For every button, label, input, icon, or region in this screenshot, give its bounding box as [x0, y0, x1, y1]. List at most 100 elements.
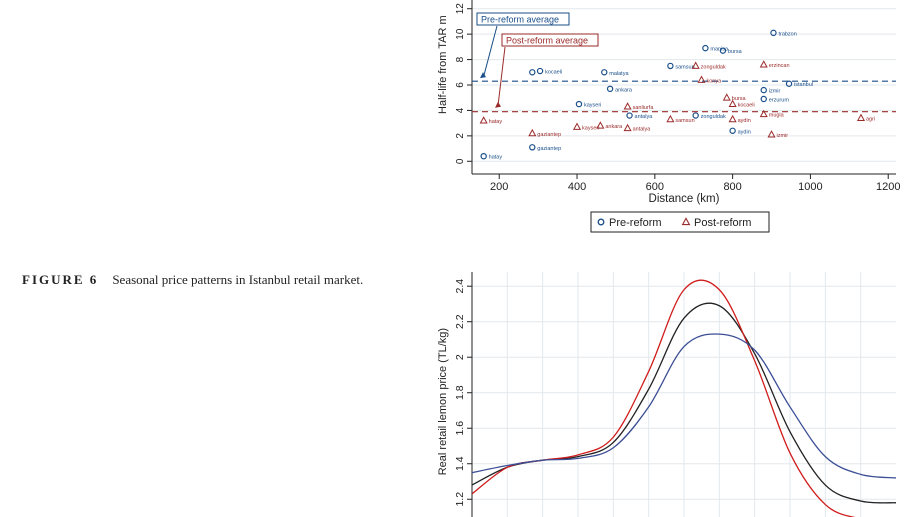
- post-reform-average-box: [501, 33, 599, 47]
- scatter-y-tick-label: 10: [455, 28, 466, 40]
- scatter-y-tick-label: 2: [455, 133, 466, 139]
- scatter-point-pre-reform: [702, 44, 709, 52]
- scatter-point-post-reform: [572, 122, 582, 130]
- scatter-point-label: erzurum: [769, 97, 790, 103]
- scatter-point-pre-reform: [626, 112, 633, 119]
- scatter-point-label: antalya: [633, 127, 652, 133]
- scatter-plot-area: [472, 0, 896, 174]
- line-chart-y-tick-label: 1.6: [454, 421, 466, 436]
- scatter-point-label: ankara: [615, 87, 633, 93]
- scatter-point-label: trabzon: [778, 31, 796, 37]
- scatter-point-label: izmir: [777, 133, 789, 139]
- scatter-point-post-reform: [728, 114, 737, 123]
- legend-pre-reform-label: Pre-reform: [609, 217, 662, 229]
- scatter-point-label: zonguldak: [701, 114, 726, 120]
- scatter-point-pre-reform: [480, 152, 487, 160]
- scatter-point-post-reform: [759, 109, 768, 118]
- scatter-point-label: aydin: [738, 118, 751, 124]
- post-reform-arrowhead: [495, 101, 501, 108]
- scatter-x-tick-label: 200: [490, 181, 508, 193]
- scatter-point-pre-reform: [760, 86, 767, 94]
- scatter-y-axis-title: Half-life from TAR m: [437, 15, 449, 114]
- pre-reform-arrow: [483, 25, 498, 76]
- scatter-point-post-reform: [691, 61, 700, 69]
- scatter-legend: [590, 211, 770, 233]
- price-curve-average: [471, 302, 897, 504]
- scatter-point-post-reform: [666, 114, 675, 123]
- scatter-point-label: kocaeli: [738, 103, 755, 109]
- scatter-point-post-reform: [528, 128, 537, 137]
- scatter-point-label: manisa: [710, 47, 729, 53]
- scatter-y-tick-label: 0: [455, 158, 466, 164]
- scatter-point-label: gaziantep: [537, 132, 561, 138]
- scatter-point-label: erzincan: [769, 63, 790, 69]
- scatter-point-pre-reform: [529, 144, 536, 151]
- legend-post-reform-label: Post-reform: [694, 217, 751, 229]
- scatter-x-tick-label: 400: [568, 181, 586, 193]
- scatter-x-tick-label: 800: [723, 181, 741, 193]
- scatter-point-label: sanliurfa: [633, 105, 655, 111]
- scatter-point-post-reform: [856, 113, 866, 121]
- pre-reform-average-label: Pre-reform average: [481, 15, 559, 25]
- scatter-point-label: konya: [707, 78, 723, 84]
- figure-caption-text: Seasonal price patterns in Istanbul reta…: [112, 272, 364, 287]
- scatter-point-post-reform: [728, 99, 737, 107]
- scatter-point-label: malatya: [609, 71, 629, 77]
- scatter-point-label: zonguldak: [701, 64, 726, 70]
- post-reform-arrow: [497, 46, 506, 106]
- scatter-y-tick-label: 6: [455, 82, 466, 88]
- scatter-point-pre-reform: [536, 67, 544, 75]
- scatter-point-label: istanbul: [794, 82, 813, 88]
- scatter-point-label: hatay: [489, 119, 503, 125]
- scatter-point-post-reform: [722, 93, 731, 101]
- scatter-point-pre-reform: [729, 127, 736, 134]
- figure-label: FIGURE 6: [22, 272, 99, 287]
- scatter-point-post-reform: [623, 102, 632, 110]
- scatter-point-label: kayseri: [584, 103, 601, 109]
- price-curve-post-reform: [471, 279, 856, 517]
- line-chart-y-tick-label: 1.8: [454, 385, 466, 400]
- post-reform-average-label: Post-reform average: [506, 36, 588, 46]
- scatter-point-label: agri: [866, 117, 875, 123]
- scatter-point-post-reform: [697, 75, 706, 83]
- legend-pre-reform-marker: [597, 218, 605, 226]
- scatter-point-label: kayseri: [582, 125, 599, 131]
- scatter-point-pre-reform: [785, 80, 793, 87]
- scatter-x-axis-title: Distance (km): [649, 193, 720, 205]
- scatter-y-tick-label: 4: [455, 107, 466, 113]
- pre-reform-average-box: [476, 12, 570, 26]
- scatter-point-pre-reform: [575, 100, 583, 108]
- scatter-point-label: samsun: [675, 64, 694, 70]
- scatter-x-tick-label: 1200: [876, 181, 900, 193]
- scatter-y-tick-label: 8: [455, 56, 466, 62]
- scatter-point-label: mugla: [769, 113, 785, 119]
- legend-post-reform-marker: [681, 217, 691, 226]
- scatter-point-label: gaziantep: [537, 146, 561, 152]
- line-chart-y-tick-label: 1.2: [454, 492, 466, 507]
- scatter-point-post-reform: [596, 121, 605, 129]
- line-chart-y-tick-label: 2.2: [454, 314, 466, 329]
- scatter-point-label: hatay: [489, 155, 503, 161]
- scatter-point-pre-reform: [719, 47, 727, 54]
- scatter-point-label: bursa: [728, 49, 743, 55]
- scatter-point-post-reform: [479, 116, 488, 124]
- scatter-point-pre-reform: [760, 95, 767, 103]
- scatter-point-label: samsun: [675, 118, 694, 124]
- scatter-point-label: antalya: [635, 114, 654, 120]
- price-curve-pre-reform: [471, 333, 897, 479]
- scatter-point-label: ankara: [605, 124, 623, 130]
- half-life-scatter-chart: 0 2 4 6 8 10 12 200 400 600 800 1000 1200 Distance (k…: [437, 0, 900, 233]
- figure-caption: FIGURE 6 Seasonal price patterns in Istan…: [22, 270, 402, 289]
- scatter-point-pre-reform: [529, 69, 536, 76]
- scatter-point-label: bursa: [732, 96, 747, 102]
- scatter-point-pre-reform: [692, 112, 699, 119]
- line-chart-y-axis-title: Real retail lemon price (TL/kg): [437, 328, 449, 475]
- scatter-point-pre-reform: [770, 29, 777, 37]
- scatter-x-tick-label: 1000: [798, 181, 822, 193]
- scatter-point-pre-reform: [606, 85, 614, 93]
- scatter-point-label: kocaeli: [545, 70, 562, 76]
- line-chart-y-tick-label: 2: [454, 354, 466, 360]
- scatter-point-post-reform: [623, 123, 632, 132]
- scatter-point-post-reform: [767, 130, 776, 138]
